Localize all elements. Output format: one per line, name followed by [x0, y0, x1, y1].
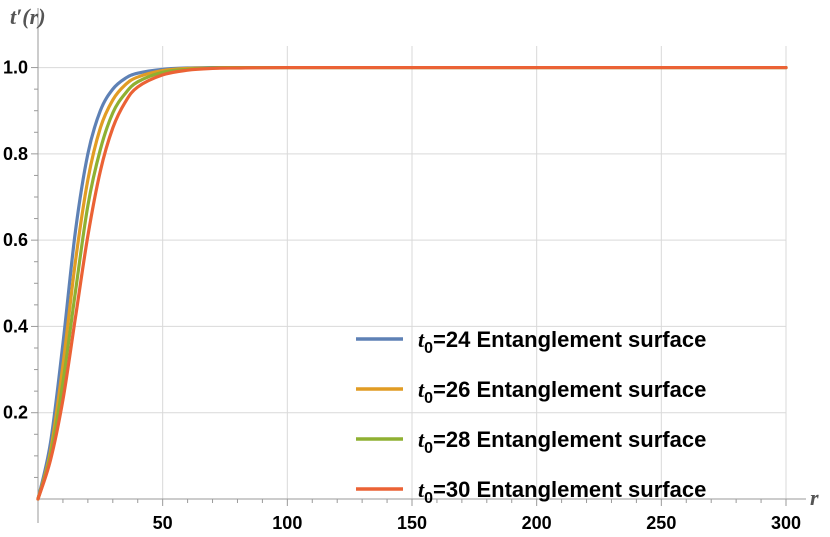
y-axis-label: t′(r) [10, 4, 46, 29]
x-tick-label: 200 [522, 513, 552, 533]
axes [37, 8, 806, 523]
y-tick-label: 1.0 [3, 58, 28, 78]
x-tick-label: 250 [646, 513, 676, 533]
legend-entry-1: t0=24 Entanglement surface [418, 327, 706, 357]
x-tick-label: 150 [397, 513, 427, 533]
y-tick-label: 0.6 [3, 230, 28, 250]
series-line-4 [36, 65, 788, 501]
ticks: 50 100 150 200 250 300 0.2 0.4 0.6 0.8 1.0 [3, 58, 801, 533]
x-axis-label: r [810, 485, 819, 510]
y-tick-label: 0.2 [3, 403, 28, 423]
y-tick-label: 0.8 [3, 144, 28, 164]
x-tick-label: 300 [771, 513, 801, 533]
legend: t0=24 Entanglement surface t0=26 Entangle… [356, 327, 706, 507]
x-tick-label: 100 [272, 513, 302, 533]
legend-entry-4: t0=30 Entanglement surface [418, 477, 706, 507]
y-tick-label: 0.4 [3, 316, 28, 336]
grid [38, 46, 787, 499]
legend-entry-3: t0=28 Entanglement surface [418, 427, 706, 457]
series-lines [36, 65, 788, 501]
legend-entry-2: t0=26 Entanglement surface [418, 377, 706, 407]
x-tick-label: 50 [153, 513, 173, 533]
